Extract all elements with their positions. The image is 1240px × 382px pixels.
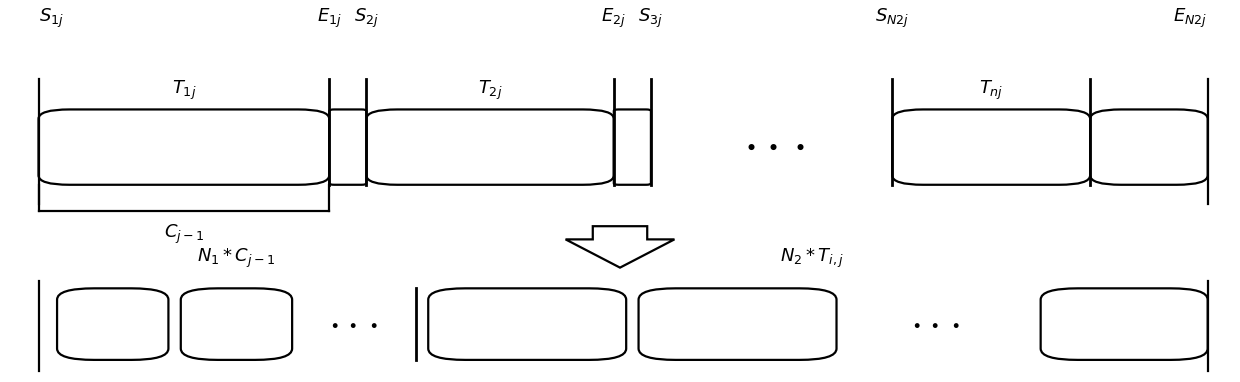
Text: $E_{1j}$: $E_{1j}$ (316, 7, 342, 30)
FancyBboxPatch shape (1090, 110, 1208, 185)
Text: $S_{3j}$: $S_{3j}$ (639, 7, 663, 30)
FancyBboxPatch shape (366, 110, 614, 185)
FancyBboxPatch shape (639, 288, 837, 360)
FancyBboxPatch shape (893, 110, 1090, 185)
Text: $T_{1j}$: $T_{1j}$ (172, 79, 197, 102)
Text: $S_{1j}$: $S_{1j}$ (38, 7, 63, 30)
Text: $N_1*C_{j-1}$: $N_1*C_{j-1}$ (197, 246, 275, 270)
Polygon shape (565, 226, 675, 268)
Text: $S_{2j}$: $S_{2j}$ (353, 7, 379, 30)
Text: $C_{j-1}$: $C_{j-1}$ (164, 222, 205, 246)
FancyBboxPatch shape (181, 288, 293, 360)
FancyBboxPatch shape (57, 288, 169, 360)
Text: $E_{N2j}$: $E_{N2j}$ (1173, 7, 1208, 30)
Text: $\bullet\;\bullet\;\bullet$: $\bullet\;\bullet\;\bullet$ (744, 137, 805, 157)
FancyBboxPatch shape (428, 288, 626, 360)
Text: $\bullet\;\bullet\;\bullet$: $\bullet\;\bullet\;\bullet$ (330, 315, 378, 333)
Text: $T_{nj}$: $T_{nj}$ (978, 79, 1003, 102)
Text: $N_2*T_{i,j}$: $N_2*T_{i,j}$ (780, 246, 844, 270)
FancyBboxPatch shape (330, 110, 366, 185)
Text: $E_{2j}$: $E_{2j}$ (601, 7, 626, 30)
FancyBboxPatch shape (1040, 288, 1208, 360)
FancyBboxPatch shape (38, 110, 330, 185)
Text: $T_{2j}$: $T_{2j}$ (477, 79, 502, 102)
FancyBboxPatch shape (614, 110, 651, 185)
Text: $\bullet\;\bullet\;\bullet$: $\bullet\;\bullet\;\bullet$ (911, 315, 960, 333)
Text: $S_{N2j}$: $S_{N2j}$ (875, 7, 909, 30)
